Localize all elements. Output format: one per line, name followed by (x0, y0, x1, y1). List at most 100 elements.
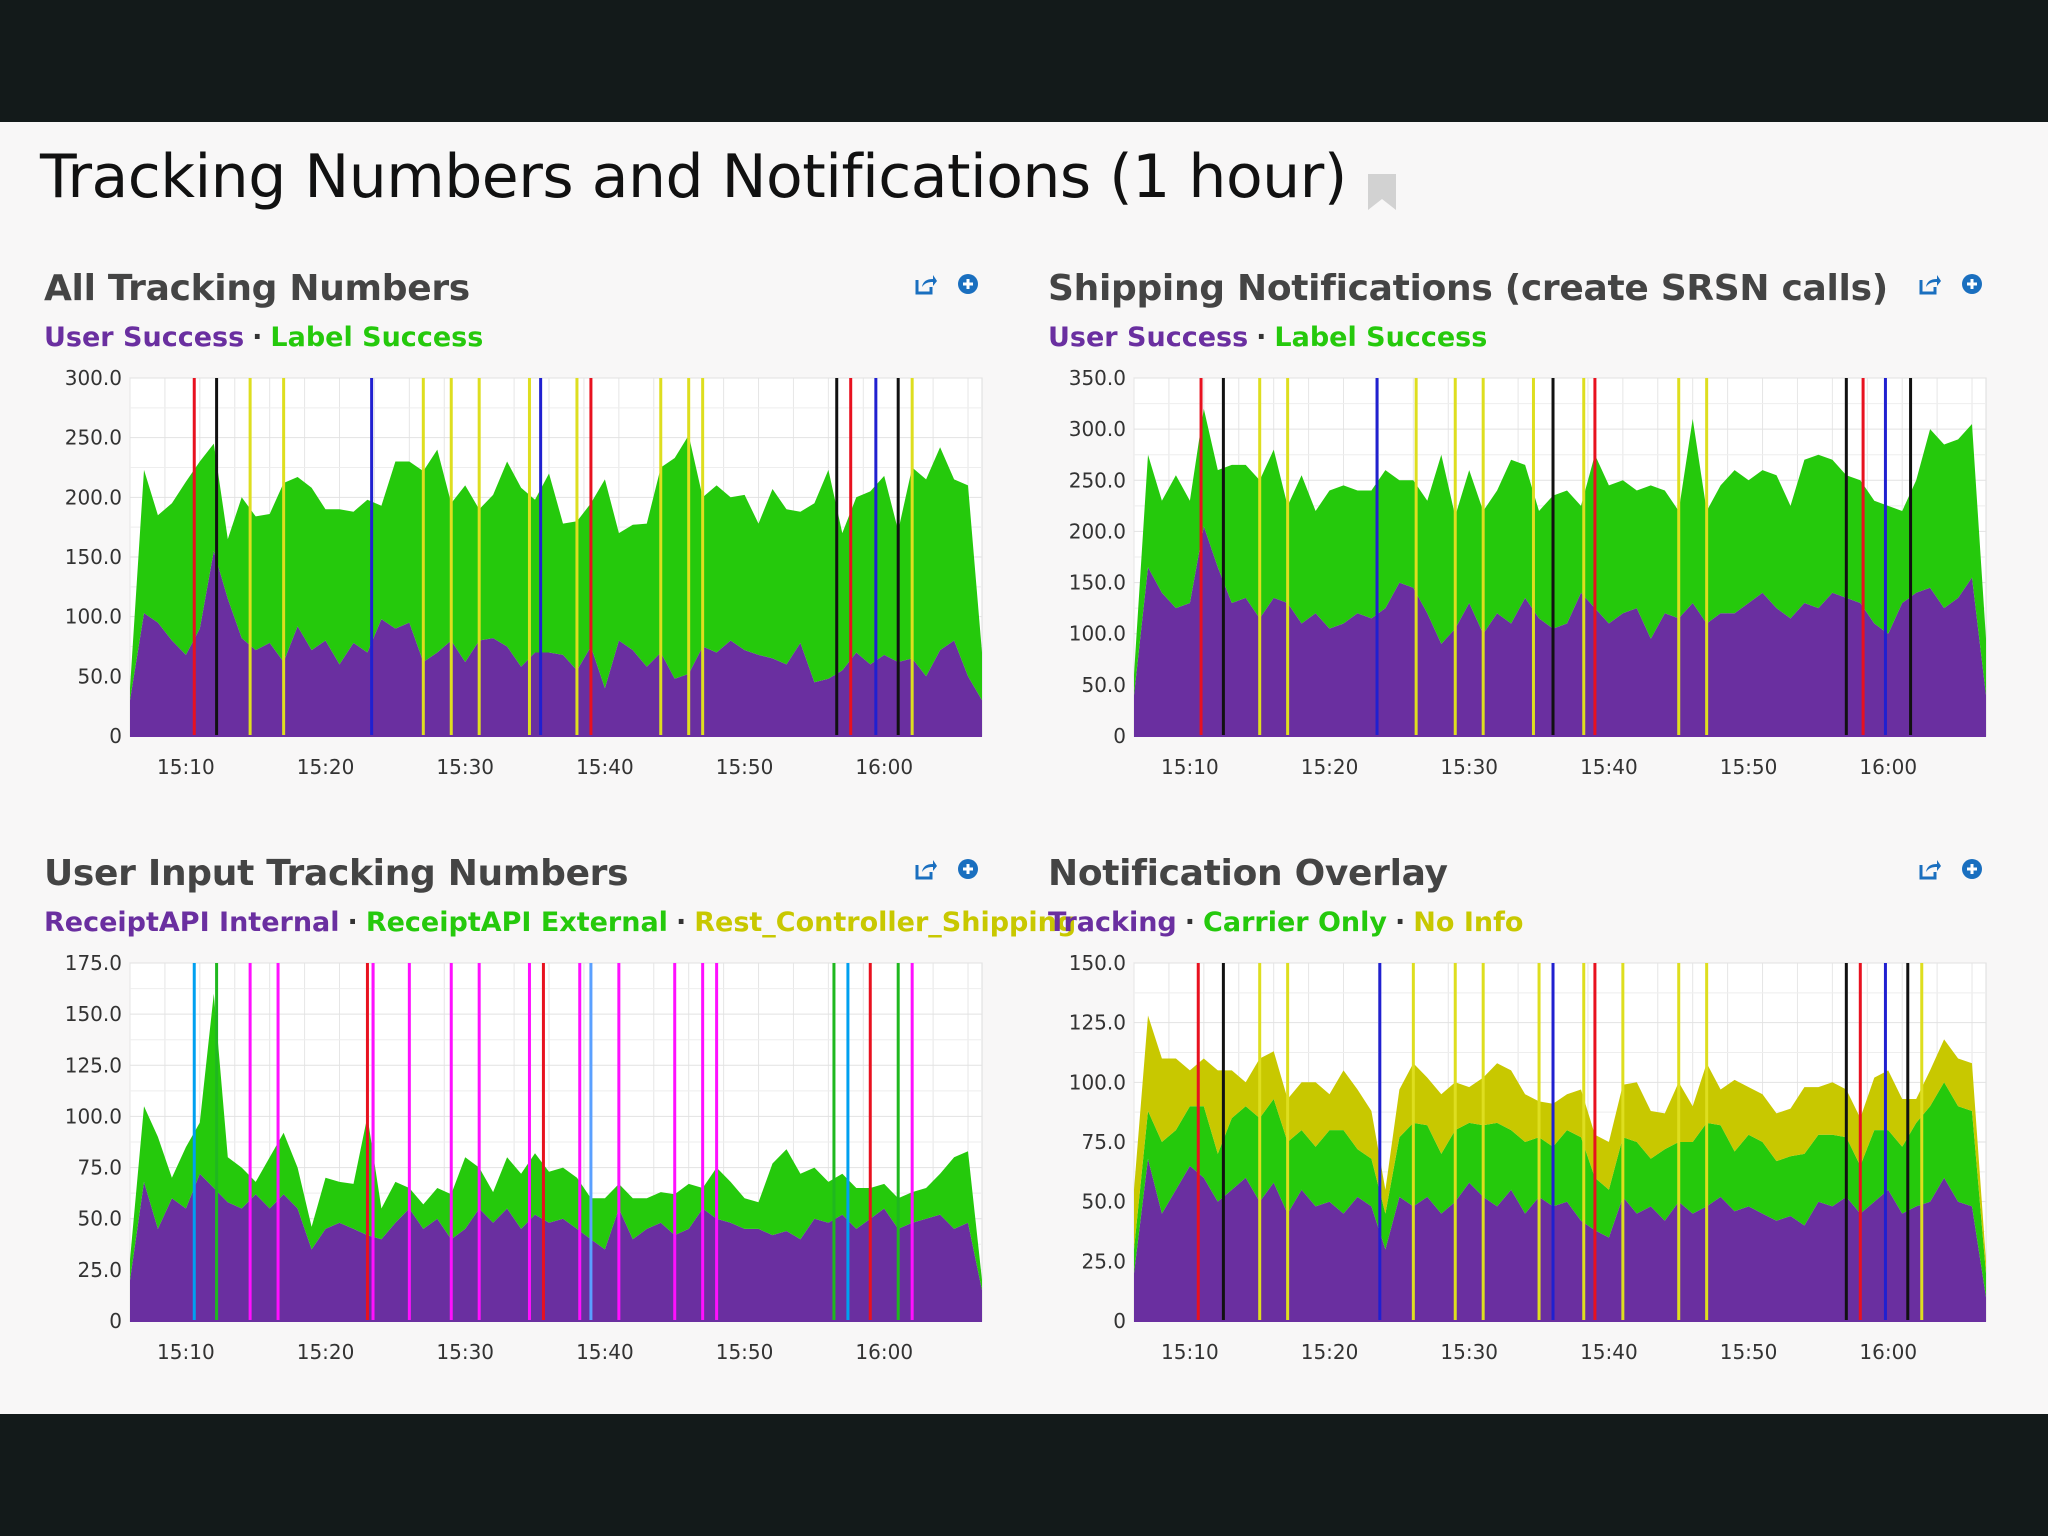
share-icon[interactable] (914, 857, 938, 881)
add-icon[interactable] (956, 857, 980, 881)
series-area (130, 435, 982, 701)
share-icon[interactable] (1918, 272, 1942, 296)
chart-legend: ReceiptAPI Internal · ReceiptAPI External ·… (44, 907, 1077, 938)
card-all-tracking-numbers: All Tracking Numbers User Success · Label … (44, 268, 984, 798)
y-tick-label: 125.0 (1069, 1011, 1126, 1035)
y-tick-label: 300.0 (1069, 417, 1126, 441)
y-tick-label: 75.0 (77, 1156, 122, 1180)
x-tick-label: 15:10 (157, 755, 215, 779)
series-area (1134, 1015, 1986, 1274)
x-tick-label: 15:40 (1580, 1340, 1638, 1364)
y-tick-label: 100.0 (65, 1104, 122, 1128)
y-tick-label: 0 (109, 1309, 122, 1333)
chart-title: All Tracking Numbers (44, 268, 470, 309)
chart-title: Shipping Notifications (create SRSN call… (1048, 268, 1888, 309)
x-tick-label: 15:40 (576, 1340, 634, 1364)
x-tick-label: 15:30 (1440, 755, 1498, 779)
y-tick-label: 100.0 (1069, 1070, 1126, 1094)
series-area (1134, 1158, 1986, 1321)
x-tick-label: 15:50 (1720, 1340, 1778, 1364)
legend-item-receiptapi-internal[interactable]: ReceiptAPI Internal (44, 907, 340, 938)
y-tick-label: 0 (109, 724, 122, 748)
card-user-input-tracking-numbers: User Input Tracking Numbers ReceiptAPI I… (44, 853, 1076, 1383)
x-tick-label: 15:20 (297, 1340, 355, 1364)
x-tick-label: 15:10 (1161, 755, 1219, 779)
legend-item-tracking[interactable]: Tracking (1048, 907, 1177, 938)
y-tick-label: 50.0 (77, 664, 122, 688)
y-tick-label: 175.0 (65, 953, 122, 975)
series-area (1134, 1082, 1986, 1298)
legend-item-label-success[interactable]: Label Success (270, 322, 484, 353)
y-tick-label: 125.0 (65, 1053, 122, 1077)
y-tick-label: 100.0 (65, 605, 122, 629)
y-tick-label: 100.0 (1069, 622, 1126, 646)
y-tick-label: 0 (1113, 724, 1126, 748)
y-tick-label: 300.0 (65, 368, 122, 390)
x-tick-label: 15:40 (576, 755, 634, 779)
y-tick-label: 250.0 (65, 426, 122, 450)
chart-plot: 0 50.0 100.0 150.0 200.0 250.0 300.0 350.0 15:10… (1069, 368, 1987, 779)
add-icon[interactable] (1960, 857, 1984, 881)
x-tick-label: 16:00 (855, 1340, 913, 1364)
page-title-text: Tracking Numbers and Notifications (1 ho… (40, 142, 1347, 212)
x-tick-label: 15:50 (716, 1340, 774, 1364)
x-tick-label: 15:10 (1161, 1340, 1219, 1364)
y-tick-label: 350.0 (1069, 368, 1126, 390)
legend-item-user-success[interactable]: User Success (1048, 322, 1249, 353)
page-title: Tracking Numbers and Notifications (1 ho… (40, 142, 1399, 212)
x-tick-label: 16:00 (855, 755, 913, 779)
series-area (130, 993, 982, 1291)
share-icon[interactable] (914, 272, 938, 296)
y-tick-label: 50.0 (77, 1207, 122, 1231)
y-tick-label: 75.0 (1081, 1130, 1126, 1154)
legend-item-rest-controller-shipping[interactable]: Rest_Controller_Shipping (694, 907, 1077, 938)
x-tick-label: 15:20 (1301, 755, 1359, 779)
chart-title: Notification Overlay (1048, 853, 1448, 894)
add-icon[interactable] (956, 272, 980, 296)
series-area (130, 1173, 982, 1321)
y-tick-label: 25.0 (77, 1258, 122, 1282)
series-area (1134, 526, 1986, 736)
x-tick-label: 16:00 (1859, 1340, 1917, 1364)
x-tick-label: 15:40 (1580, 755, 1638, 779)
share-icon[interactable] (1918, 857, 1942, 881)
card-shipping-notifications: Shipping Notifications (create SRSN call… (1048, 268, 1988, 798)
y-tick-label: 150.0 (1069, 571, 1126, 595)
y-tick-label: 25.0 (1081, 1249, 1126, 1273)
y-tick-label: 250.0 (1069, 468, 1126, 492)
legend-item-receiptapi-external[interactable]: ReceiptAPI External (365, 907, 668, 938)
x-tick-label: 15:50 (1720, 755, 1778, 779)
chart-title: User Input Tracking Numbers (44, 853, 629, 894)
series-area (1134, 408, 1986, 696)
bookmark-icon[interactable] (1365, 157, 1399, 210)
legend-item-carrier-only[interactable]: Carrier Only (1203, 907, 1388, 938)
y-tick-label: 50.0 (1081, 673, 1126, 697)
legend-item-label-success[interactable]: Label Success (1274, 322, 1488, 353)
x-tick-label: 15:20 (1301, 1340, 1359, 1364)
x-tick-label: 15:30 (1440, 1340, 1498, 1364)
chart-plot: 0 25.0 50.0 75.0 100.0 125.0 150.0 15:10 15:20 15… (1069, 953, 1987, 1364)
legend-item-no-info[interactable]: No Info (1413, 907, 1524, 938)
chart-legend: User Success · Label Success (1048, 322, 1488, 353)
y-tick-label: 150.0 (65, 1002, 122, 1026)
x-tick-label: 15:50 (716, 755, 774, 779)
card-notification-overlay: Notification Overlay Tracking · Carrier On… (1048, 853, 1988, 1383)
add-icon[interactable] (1960, 272, 1984, 296)
chart-legend: Tracking · Carrier Only · No Info (1048, 907, 1524, 938)
legend-item-user-success[interactable]: User Success (44, 322, 245, 353)
y-tick-label: 150.0 (1069, 953, 1126, 975)
series-area (130, 551, 982, 736)
chart-plot: 0 50.0 100.0 150.0 200.0 250.0 300.0 15:10 15:20… (65, 368, 983, 779)
x-tick-label: 15:10 (157, 1340, 215, 1364)
y-tick-label: 150.0 (65, 545, 122, 569)
x-tick-label: 15:30 (436, 1340, 494, 1364)
y-tick-label: 200.0 (65, 485, 122, 509)
chart-legend: User Success · Label Success (44, 322, 484, 353)
y-tick-label: 50.0 (1081, 1190, 1126, 1214)
x-tick-label: 15:30 (436, 755, 494, 779)
y-tick-label: 0 (1113, 1309, 1126, 1333)
x-tick-label: 16:00 (1859, 755, 1917, 779)
x-tick-label: 15:20 (297, 755, 355, 779)
y-tick-label: 200.0 (1069, 519, 1126, 543)
chart-plot: 0 25.0 50.0 75.0 100.0 125.0 150.0 175.0 15:10 15… (65, 953, 983, 1364)
